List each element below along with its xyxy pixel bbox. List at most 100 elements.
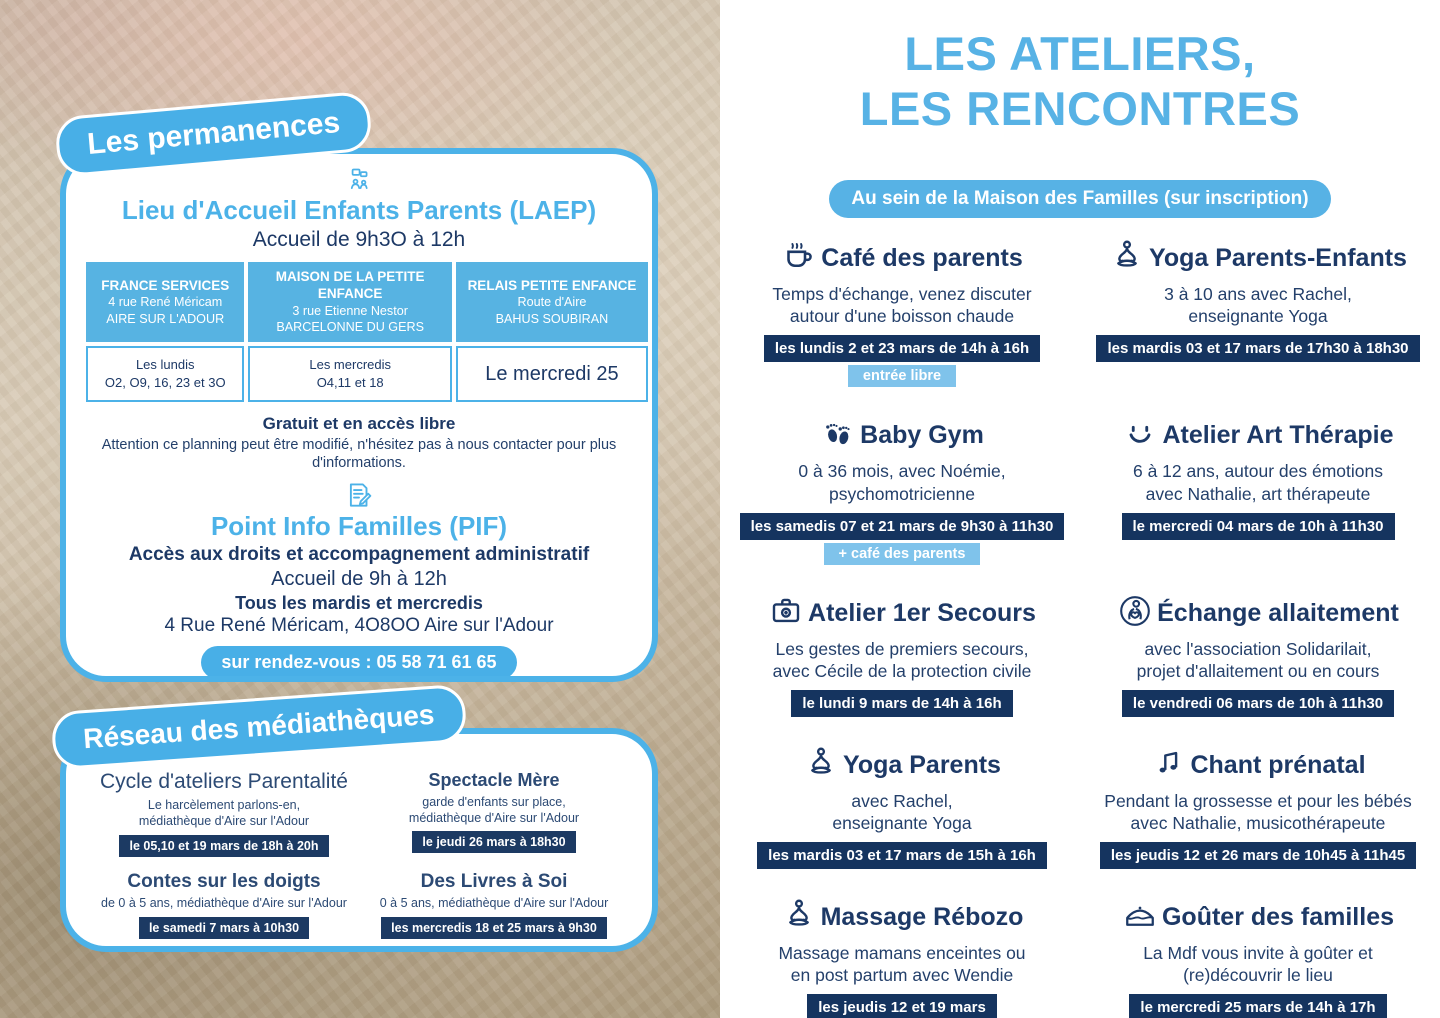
desc-line: médiathèque d'Aire sur l'Adour <box>138 814 310 829</box>
event-title: Yoga Parents-Enfants <box>1149 244 1407 273</box>
desc-line: avec Rachel, <box>851 790 953 811</box>
event-header: Massage Rébozo <box>781 897 1023 938</box>
pif-line: Tous les mardis et mercredis <box>235 592 483 613</box>
location-city: AIRE SUR L'ADOUR <box>106 311 225 326</box>
subtitle-pill: Au sein de la Maison des Familles (sur i… <box>829 180 1331 219</box>
table-header-row: FRANCE SERVICES 4 rue René Méricam AIRE … <box>86 261 648 342</box>
laep-title: Lieu d'Accueil Enfants Parents (LAEP) <box>121 195 597 225</box>
table-header-cell: RELAIS PETITE ENFANCE Route d'Aire BAHUS… <box>455 261 648 342</box>
desc-line: 3 à 10 ans avec Rachel, <box>1164 284 1352 305</box>
event-card-cafe-des-parents: Café des parents Temps d'échange, venez … <box>726 238 1078 388</box>
permanences-banner-label: Les permanences <box>86 106 342 161</box>
event-title: Yoga Parents <box>843 750 1001 779</box>
mediatheque-item-desc: 0 à 5 ans, médiathèque d'Aire sur l'Adou… <box>364 895 624 911</box>
baby-feet-icon <box>820 415 856 456</box>
event-header: Chant prénatal <box>1150 745 1366 786</box>
event-date-badge: les jeudis 12 et 26 mars de 10h45 à 11h4… <box>1099 841 1417 869</box>
event-card-premier-secours: Atelier 1er Secours Les gestes de premie… <box>726 593 1078 717</box>
pif-title: Point Info Familles (PIF) <box>210 511 508 542</box>
mediatheque-item-title: Cycle d'ateliers Parentalité <box>100 770 348 793</box>
schedule-days: Les mercredis <box>309 356 391 372</box>
mediatheque-date-badge: les mercredis 18 et 25 mars à 9h30 <box>381 916 607 939</box>
pif-line: 4 Rue René Méricam, 4O8OO Aire sur l'Ado… <box>164 615 554 637</box>
mediatheque-date-badge: le 05,10 et 19 mars de 18h à 20h <box>119 834 329 857</box>
event-date-badge: le lundi 9 mars de 14h à 16h <box>791 689 1013 717</box>
mediatheque-item-title: Spectacle Mère <box>428 770 560 790</box>
event-date-badge: les jeudis 12 et 19 mars <box>807 993 997 1018</box>
desc-line: Les gestes de premiers secours, <box>775 638 1029 659</box>
event-description: avec l'association Solidarilait, projet … <box>1137 638 1380 682</box>
event-title: Goûter des familles <box>1161 902 1395 931</box>
desc-line: garde d'enfants sur place, <box>422 794 566 809</box>
event-header: Atelier Art Thérapie <box>1122 415 1394 456</box>
event-description: 0 à 36 mois, avec Noémie, psychomotricie… <box>798 460 1005 504</box>
table-cell: Le mercredi 25 <box>455 345 648 402</box>
desc-line: autour d'une boisson chaude <box>789 306 1015 327</box>
event-date-badge: les mardis 03 et 17 mars de 17h30 à 18h3… <box>1096 335 1420 363</box>
event-description: 3 à 10 ans avec Rachel, enseignante Yoga <box>1164 283 1352 327</box>
event-header: Baby Gym <box>820 415 984 456</box>
desc-line: en post partum avec Wendie <box>790 964 1014 985</box>
event-header: Café des parents <box>781 238 1023 279</box>
page-title: LES ATELIERS, LES RENCONTRES <box>860 26 1301 137</box>
desc-line: psychomotricienne <box>829 483 975 504</box>
event-card-baby-gym: Baby Gym 0 à 36 mois, avec Noémie, psych… <box>726 415 1078 565</box>
desc-line: 0 à 5 ans, médiathèque d'Aire sur l'Adou… <box>379 896 609 911</box>
location-address: Route d'Aire <box>517 295 587 310</box>
event-title: Échange allaitement <box>1157 598 1399 627</box>
event-description: Pendant la grossesse et pour les bébés a… <box>1104 790 1411 834</box>
table-cell: Les mercredis O4,11 et 18 <box>248 345 452 402</box>
event-title: Baby Gym <box>860 421 984 450</box>
desc-line: Temps d'échange, venez discuter <box>772 284 1032 305</box>
desc-line: de 0 à 5 ans, médiathèque d'Aire sur l'A… <box>101 896 347 911</box>
event-header: Goûter des familles <box>1122 897 1394 938</box>
massage-icon <box>781 897 817 938</box>
rendezvous-phone-pill: sur rendez-vous : 05 58 71 61 65 <box>201 645 517 676</box>
desc-line: enseignante Yoga <box>1188 306 1328 327</box>
event-card-chant-prenatal: Chant prénatal Pendant la grossesse et p… <box>1082 745 1434 869</box>
event-extra-badge: + café des parents <box>823 542 981 565</box>
schedule-dates: O2, O9, 16, 23 et 3O <box>104 374 226 390</box>
location-city: BAHUS SOUBIRAN <box>495 311 609 326</box>
desc-line: (re)découvrir le lieu <box>1183 964 1333 985</box>
event-date-badge: les samedis 07 et 21 mars de 9h30 à 11h3… <box>739 512 1065 540</box>
event-date-badge: le vendredi 06 mars de 10h à 11h30 <box>1121 689 1395 717</box>
desc-line: 0 à 36 mois, avec Noémie, <box>798 461 1006 482</box>
event-card-echange-allaitement: Échange allaitement avec l'association S… <box>1082 593 1434 717</box>
mediatheque-date-badge: le jeudi 26 mars à 18h30 <box>412 831 576 854</box>
page-title-line1: LES ATELIERS, <box>904 27 1256 80</box>
mediatheque-item-title: Des Livres à Soi <box>420 870 568 892</box>
event-title: Atelier 1er Secours <box>808 598 1036 627</box>
mediatheque-item-title: Contes sur les doigts <box>127 870 321 892</box>
event-description: 6 à 12 ans, autour des émotions avec Nat… <box>1133 460 1383 504</box>
table-cell: Les lundis O2, O9, 16, 23 et 3O <box>86 345 245 402</box>
laep-icon <box>86 166 632 194</box>
event-card-yoga-parents: Yoga Parents avec Rachel, enseignante Yo… <box>726 745 1078 869</box>
events-grid: Café des parents Temps d'échange, venez … <box>726 238 1434 1018</box>
music-notes-icon <box>1150 745 1186 786</box>
location-address: 4 rue René Méricam <box>108 295 223 310</box>
desc-line: avec l'association Solidarilait, <box>1144 638 1372 659</box>
right-panel: LES ATELIERS, LES RENCONTRES Au sein de … <box>720 0 1440 1018</box>
mediatheques-grid: Cycle d'ateliers Parentalité Le harcèlem… <box>94 770 624 939</box>
mediatheque-item: Cycle d'ateliers Parentalité Le harcèlem… <box>94 770 354 857</box>
event-date-badge: les mardis 03 et 17 mars de 15h à 16h <box>757 841 1047 869</box>
location-name: MAISON DE LA PETITE ENFANCE <box>275 268 425 302</box>
desc-line: avec Nathalie, art thérapeute <box>1145 483 1371 504</box>
event-date-badge: le mercredi 25 mars de 14h à 17h <box>1129 993 1387 1018</box>
schedule-warning: Attention ce planning peut être modifié,… <box>101 437 617 472</box>
table-header-cell: FRANCE SERVICES 4 rue René Méricam AIRE … <box>86 261 245 342</box>
event-card-art-therapie: Atelier Art Thérapie 6 à 12 ans, autour … <box>1082 415 1434 564</box>
event-card-gouter-des-familles: Goûter des familles La Mdf vous invite à… <box>1082 897 1434 1018</box>
event-header: Atelier 1er Secours <box>768 593 1036 634</box>
free-access-note: Gratuit et en accès libre <box>262 413 456 433</box>
laep-subtitle: Accueil de 9h3O à 12h <box>252 227 466 251</box>
mediatheques-banner-label: Réseau des médiathèques <box>82 698 436 755</box>
yoga-icon <box>1109 238 1145 279</box>
event-header: Yoga Parents <box>803 745 1001 786</box>
breastfeeding-icon <box>1117 593 1153 634</box>
event-entry-badge: entrée libre <box>847 365 957 388</box>
event-description: Temps d'échange, venez discuter autour d… <box>772 283 1031 327</box>
location-city: BARCELONNE DU GERS <box>276 320 425 335</box>
